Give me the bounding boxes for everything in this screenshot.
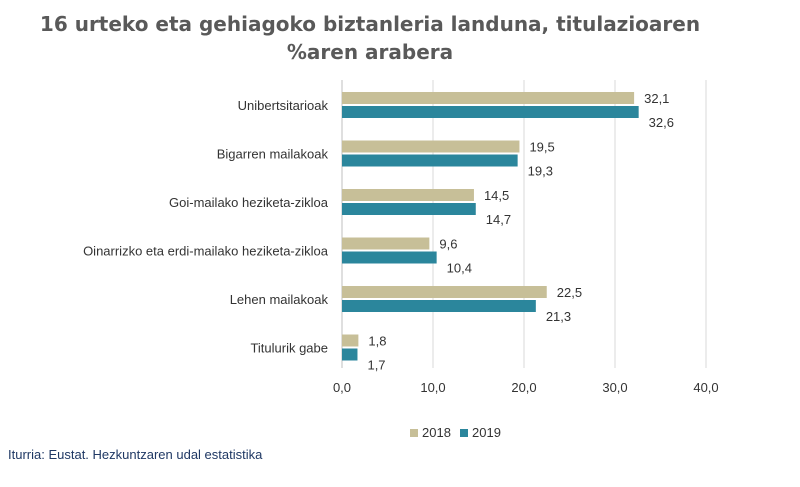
data-label-2019: 19,3 [528, 164, 553, 179]
bar-2019 [342, 251, 437, 264]
legend-swatch-2019 [460, 429, 468, 437]
data-label-2019: 32,6 [649, 115, 674, 130]
bar-2019 [342, 203, 476, 215]
category-label: Oinarrizko eta erdi-mailako heziketa-zik… [83, 244, 329, 259]
x-tick-label: 40,0 [693, 380, 718, 395]
x-tick-label: 10,0 [420, 380, 445, 395]
bar-2019 [342, 348, 358, 361]
category-label: Titulurik gabe [250, 341, 328, 356]
bar-2018 [342, 92, 635, 104]
category-label: Unibertsitarioak [238, 98, 329, 113]
data-label-2019: 1,7 [367, 358, 385, 373]
chart-title-line2: %aren arabera [286, 40, 454, 64]
bar-2018 [342, 237, 430, 250]
bar-2018 [342, 286, 547, 298]
chart-title-line1: 16 urteko eta gehiagoko biztanleria land… [39, 12, 701, 36]
data-label-2018: 1,8 [368, 334, 386, 349]
bar-2018 [342, 140, 520, 153]
x-tick-label: 20,0 [511, 380, 536, 395]
category-label: Bigarren mailakoak [217, 147, 329, 162]
data-label-2018: 9,6 [439, 237, 457, 252]
bar-2018 [342, 189, 474, 201]
data-label-2019: 14,7 [486, 212, 511, 227]
legend-label-2019: 2019 [472, 425, 501, 440]
legend-swatch-2018 [410, 429, 418, 437]
data-label-2018: 14,5 [484, 188, 509, 203]
x-tick-label: 30,0 [602, 380, 627, 395]
legend-label-2018: 2018 [422, 425, 451, 440]
data-label-2018: 22,5 [557, 285, 582, 300]
data-label-2018: 19,5 [529, 140, 554, 155]
bar-2019 [342, 154, 518, 167]
category-label: Lehen mailakoak [230, 292, 329, 307]
bar-2019 [342, 300, 536, 312]
data-label-2018: 32,1 [644, 91, 669, 106]
source-note: Iturria: Eustat. Hezkuntzaren udal estat… [8, 447, 263, 462]
category-label: Goi-mailako heziketa-zikloa [169, 195, 329, 210]
bar-2018 [342, 334, 359, 347]
x-tick-label: 0,0 [333, 380, 351, 395]
data-label-2019: 10,4 [447, 261, 472, 276]
bar-2019 [342, 106, 639, 118]
data-label-2019: 21,3 [546, 309, 571, 324]
